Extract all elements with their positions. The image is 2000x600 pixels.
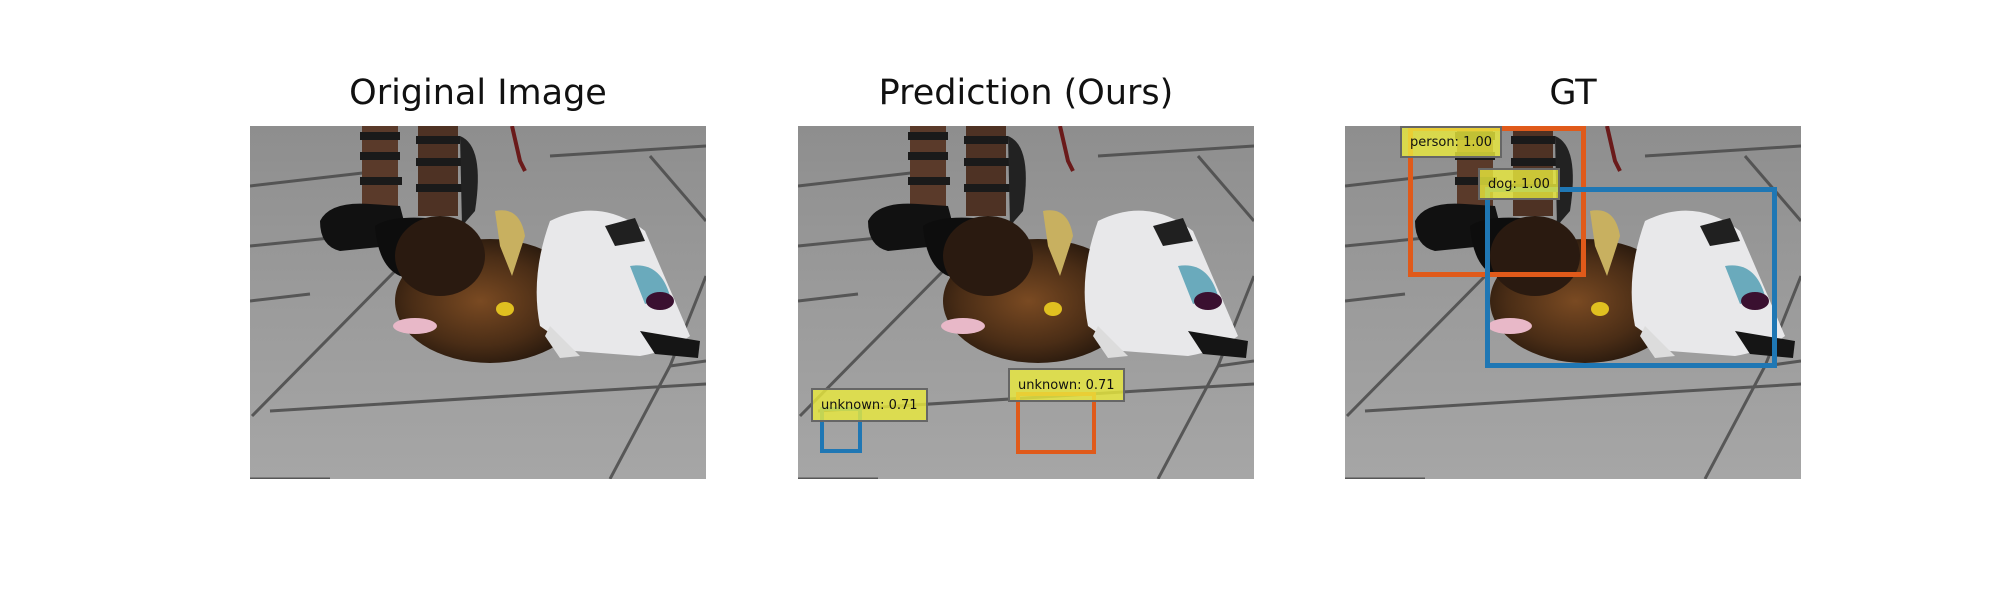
- gt-label-dog: dog: 1.00: [1478, 168, 1560, 200]
- prediction-label-2: unknown: 0.71: [1008, 368, 1125, 402]
- gt-box-dog: [1485, 187, 1777, 368]
- gt-label-person: person: 1.00: [1400, 126, 1503, 158]
- prediction-label-1: unknown: 0.71: [811, 388, 928, 422]
- panel-title-original: Original Image: [349, 73, 607, 113]
- panel-title-prediction: Prediction (Ours): [878, 73, 1174, 113]
- gt-image: person: 1.00 dog: 1.00: [1345, 126, 1801, 479]
- panel-title-gt: GT: [1549, 73, 1597, 113]
- original-image: [250, 126, 706, 479]
- prediction-image: unknown: 0.71 unknown: 0.71: [798, 126, 1254, 479]
